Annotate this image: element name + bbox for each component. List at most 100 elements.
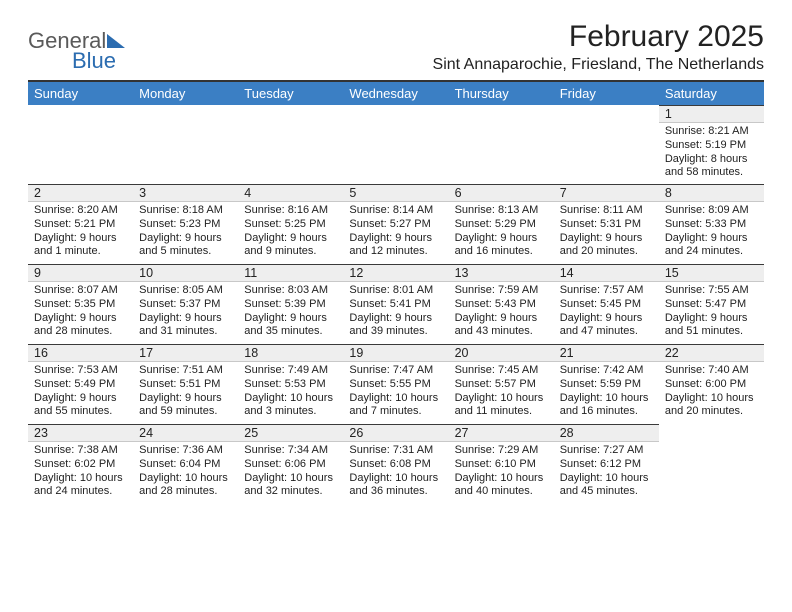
day-detail-line: Sunset: 5:39 PM [244, 298, 337, 312]
day-detail-line: Sunrise: 8:21 AM [665, 125, 758, 139]
day-detail-line: and 58 minutes. [665, 166, 758, 180]
day-detail-line: and 35 minutes. [244, 325, 337, 339]
location: Sint Annaparochie, Friesland, The Nether… [433, 56, 764, 74]
day-detail-line: and 59 minutes. [139, 405, 232, 419]
day-details: Sunrise: 7:34 AMSunset: 6:06 PMDaylight:… [238, 442, 343, 503]
day-details: Sunrise: 7:59 AMSunset: 5:43 PMDaylight:… [449, 282, 554, 343]
day-number: 17 [133, 344, 238, 362]
day-detail-line: and 24 minutes. [34, 485, 127, 499]
day-detail-line: Sunrise: 8:05 AM [139, 284, 232, 298]
day-detail-line: Sunrise: 8:13 AM [455, 204, 548, 218]
calendar-cell: 26Sunrise: 7:31 AMSunset: 6:08 PMDayligh… [343, 424, 448, 504]
day-detail-line: Sunrise: 8:09 AM [665, 204, 758, 218]
day-detail-line: Sunrise: 7:47 AM [349, 364, 442, 378]
day-details: Sunrise: 7:55 AMSunset: 5:47 PMDaylight:… [659, 282, 764, 343]
day-detail-line: Daylight: 10 hours [349, 472, 442, 486]
day-details: Sunrise: 8:13 AMSunset: 5:29 PMDaylight:… [449, 202, 554, 263]
day-details: Sunrise: 7:57 AMSunset: 5:45 PMDaylight:… [554, 282, 659, 343]
day-detail-line: Sunset: 5:51 PM [139, 378, 232, 392]
day-detail-line: Daylight: 9 hours [560, 312, 653, 326]
logo-word2: Blue [72, 48, 116, 73]
calendar-cell: 3Sunrise: 8:18 AMSunset: 5:23 PMDaylight… [133, 184, 238, 264]
day-detail-line: Daylight: 9 hours [455, 232, 548, 246]
day-details: Sunrise: 7:45 AMSunset: 5:57 PMDaylight:… [449, 362, 554, 423]
day-number: 16 [28, 344, 133, 362]
day-number: 13 [449, 264, 554, 282]
day-detail-line: Sunrise: 7:45 AM [455, 364, 548, 378]
calendar-cell: 1Sunrise: 8:21 AMSunset: 5:19 PMDaylight… [659, 105, 764, 184]
day-detail-line: Daylight: 9 hours [560, 232, 653, 246]
calendar-cell: 28Sunrise: 7:27 AMSunset: 6:12 PMDayligh… [554, 424, 659, 504]
calendar-week: 23Sunrise: 7:38 AMSunset: 6:02 PMDayligh… [28, 424, 764, 504]
calendar-cell: 22Sunrise: 7:40 AMSunset: 6:00 PMDayligh… [659, 344, 764, 424]
day-number: 23 [28, 424, 133, 442]
day-detail-line: Sunset: 5:29 PM [455, 218, 548, 232]
day-detail-line: Sunrise: 7:51 AM [139, 364, 232, 378]
day-detail-line: Sunset: 6:06 PM [244, 458, 337, 472]
calendar-cell: 20Sunrise: 7:45 AMSunset: 5:57 PMDayligh… [449, 344, 554, 424]
day-detail-line: Daylight: 9 hours [349, 232, 442, 246]
day-detail-line: Sunset: 5:53 PM [244, 378, 337, 392]
calendar-cell: 9Sunrise: 8:07 AMSunset: 5:35 PMDaylight… [28, 264, 133, 344]
day-header: Wednesday [343, 82, 448, 105]
day-detail-line: Daylight: 9 hours [244, 232, 337, 246]
day-detail-line: Sunset: 5:21 PM [34, 218, 127, 232]
day-details: Sunrise: 7:49 AMSunset: 5:53 PMDaylight:… [238, 362, 343, 423]
day-number: 27 [449, 424, 554, 442]
calendar-cell: 19Sunrise: 7:47 AMSunset: 5:55 PMDayligh… [343, 344, 448, 424]
day-detail-line: and 55 minutes. [34, 405, 127, 419]
day-detail-line: and 16 minutes. [560, 405, 653, 419]
calendar-cell: 27Sunrise: 7:29 AMSunset: 6:10 PMDayligh… [449, 424, 554, 504]
day-detail-line: and 9 minutes. [244, 245, 337, 259]
day-number: 18 [238, 344, 343, 362]
calendar-cell: 13Sunrise: 7:59 AMSunset: 5:43 PMDayligh… [449, 264, 554, 344]
calendar-cell [343, 105, 448, 184]
day-detail-line: Daylight: 9 hours [34, 392, 127, 406]
day-detail-line: Sunrise: 8:03 AM [244, 284, 337, 298]
calendar-cell: 2Sunrise: 8:20 AMSunset: 5:21 PMDaylight… [28, 184, 133, 264]
day-number: 1 [659, 105, 764, 123]
day-detail-line: and 51 minutes. [665, 325, 758, 339]
day-details: Sunrise: 7:27 AMSunset: 6:12 PMDaylight:… [554, 442, 659, 503]
calendar-cell: 21Sunrise: 7:42 AMSunset: 5:59 PMDayligh… [554, 344, 659, 424]
day-header-row: Sunday Monday Tuesday Wednesday Thursday… [28, 82, 764, 105]
calendar-week: 16Sunrise: 7:53 AMSunset: 5:49 PMDayligh… [28, 344, 764, 424]
day-detail-line: and 3 minutes. [244, 405, 337, 419]
day-detail-line: Sunrise: 7:34 AM [244, 444, 337, 458]
calendar-cell: 25Sunrise: 7:34 AMSunset: 6:06 PMDayligh… [238, 424, 343, 504]
day-detail-line: Daylight: 9 hours [665, 232, 758, 246]
day-header: Thursday [449, 82, 554, 105]
calendar-cell: 16Sunrise: 7:53 AMSunset: 5:49 PMDayligh… [28, 344, 133, 424]
day-detail-line: Sunrise: 7:36 AM [139, 444, 232, 458]
calendar-week: 2Sunrise: 8:20 AMSunset: 5:21 PMDaylight… [28, 184, 764, 264]
day-detail-line: and 36 minutes. [349, 485, 442, 499]
calendar-cell: 24Sunrise: 7:36 AMSunset: 6:04 PMDayligh… [133, 424, 238, 504]
day-detail-line: Sunrise: 7:49 AM [244, 364, 337, 378]
day-detail-line: Sunset: 5:23 PM [139, 218, 232, 232]
day-detail-line: and 47 minutes. [560, 325, 653, 339]
day-detail-line: Sunrise: 7:27 AM [560, 444, 653, 458]
day-detail-line: Sunrise: 7:42 AM [560, 364, 653, 378]
day-header: Sunday [28, 82, 133, 105]
day-number: 28 [554, 424, 659, 442]
day-details: Sunrise: 8:05 AMSunset: 5:37 PMDaylight:… [133, 282, 238, 343]
header: General Blue February 2025 Sint Annaparo… [28, 20, 764, 74]
day-detail-line: Daylight: 10 hours [665, 392, 758, 406]
day-detail-line: Sunset: 5:47 PM [665, 298, 758, 312]
day-detail-line: Sunset: 6:04 PM [139, 458, 232, 472]
day-number: 12 [343, 264, 448, 282]
day-detail-line: Sunset: 5:25 PM [244, 218, 337, 232]
day-number: 26 [343, 424, 448, 442]
logo-triangle-icon [107, 34, 125, 48]
day-details: Sunrise: 7:31 AMSunset: 6:08 PMDaylight:… [343, 442, 448, 503]
day-detail-line: Sunset: 5:31 PM [560, 218, 653, 232]
day-detail-line: Sunset: 5:57 PM [455, 378, 548, 392]
day-details: Sunrise: 8:20 AMSunset: 5:21 PMDaylight:… [28, 202, 133, 263]
day-detail-line: Sunrise: 8:01 AM [349, 284, 442, 298]
day-number: 7 [554, 184, 659, 202]
day-detail-line: Sunset: 5:55 PM [349, 378, 442, 392]
day-details: Sunrise: 8:09 AMSunset: 5:33 PMDaylight:… [659, 202, 764, 263]
month-title: February 2025 [433, 20, 764, 54]
day-detail-line: and 31 minutes. [139, 325, 232, 339]
calendar-cell [449, 105, 554, 184]
